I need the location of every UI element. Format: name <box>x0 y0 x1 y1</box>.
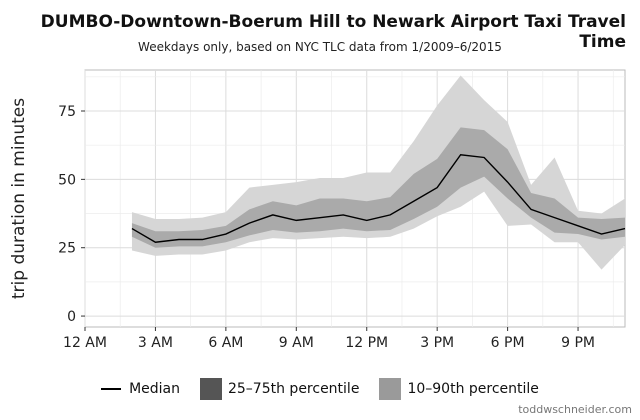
legend-p10-90-label: 10–90th percentile <box>407 381 539 397</box>
x-tick-label: 6 PM <box>491 335 525 351</box>
y-axis-label: trip duration in minutes <box>9 98 29 299</box>
x-tick-label: 12 PM <box>345 335 388 351</box>
legend-iqr-swatch <box>199 378 222 400</box>
x-tick-label: 9 PM <box>561 335 595 351</box>
chart-title: DUMBO-Downtown-Boerum Hill to Newark Air… <box>40 12 626 52</box>
legend-iqr-label: 25–75th percentile <box>227 381 360 397</box>
median-line <box>131 154 626 243</box>
y-tick-label: 75 <box>58 104 76 120</box>
legend-median-swatch <box>101 388 122 390</box>
y-tick-label: 25 <box>58 241 76 257</box>
x-tick-label: 3 PM <box>420 335 454 351</box>
legend-median: Median <box>101 381 180 397</box>
legend-p10-90-swatch <box>379 378 402 400</box>
legend-p10-90: 10–90th percentile <box>379 378 539 400</box>
credit: toddwschneider.com <box>518 403 632 416</box>
legend: Median 25–75th percentile 10–90th percen… <box>0 378 640 400</box>
chart-subtitle: Weekdays only, based on NYC TLC data fro… <box>138 40 502 54</box>
y-tick-label: 0 <box>67 309 76 325</box>
x-tick-label: 6 AM <box>208 335 243 351</box>
x-tick-label: 3 AM <box>138 335 173 351</box>
y-tick-label: 50 <box>58 172 76 188</box>
x-tick-label: 12 AM <box>63 335 107 351</box>
x-tick-label: 9 AM <box>279 335 314 351</box>
legend-iqr: 25–75th percentile <box>199 378 360 400</box>
legend-median-label: Median <box>129 381 180 397</box>
band-25-75 <box>131 127 625 248</box>
